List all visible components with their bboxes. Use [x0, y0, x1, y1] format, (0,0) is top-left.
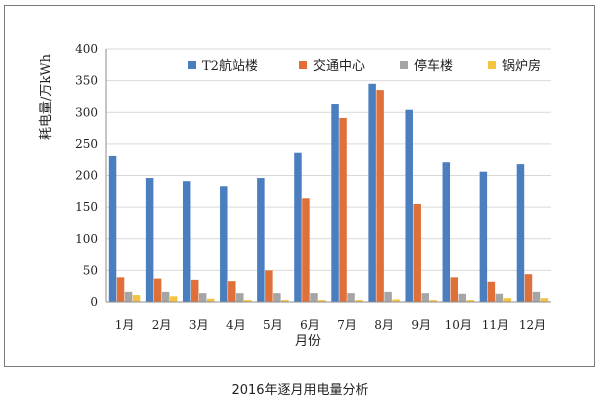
bar [302, 198, 310, 302]
bar [442, 162, 451, 302]
legend-swatch [488, 61, 496, 69]
bar [466, 300, 475, 302]
x-tick-label: 9月 [411, 318, 431, 332]
bars [108, 83, 549, 302]
y-tick-label: 200 [75, 169, 98, 183]
x-tick-label: 12月 [519, 318, 546, 332]
bar [124, 291, 133, 302]
y-tick-label: 250 [75, 137, 98, 151]
bar [265, 270, 273, 302]
y-tick-label: 50 [83, 263, 98, 277]
x-tick-label: 8月 [374, 318, 394, 332]
bar [273, 293, 281, 302]
legend: T2航站楼 交通中心 停车楼 锅炉房 [188, 58, 541, 74]
bar [479, 171, 488, 302]
bar [206, 298, 215, 302]
x-tick-label: 10月 [445, 318, 472, 332]
bar [169, 296, 178, 302]
legend-label: 交通中心 [313, 58, 365, 74]
y-tick-label: 350 [75, 74, 98, 88]
bar [145, 178, 154, 302]
bar [376, 90, 384, 302]
x-axis-title: 月份 [295, 334, 321, 349]
legend-swatch [299, 61, 307, 69]
bar [368, 83, 376, 302]
bar [392, 299, 400, 302]
bar [244, 300, 252, 302]
bar [540, 298, 549, 302]
bar [190, 279, 199, 302]
bar [281, 300, 289, 302]
bar [198, 293, 207, 302]
y-tick-label: 100 [75, 232, 98, 246]
x-tick-label: 5月 [263, 318, 283, 332]
x-tick-label: 11月 [482, 318, 509, 332]
bar [355, 300, 363, 302]
legend-swatch [400, 61, 408, 69]
bar [310, 293, 318, 302]
bar [458, 293, 467, 302]
y-tick-label: 400 [75, 42, 98, 56]
figure-caption: 2016年逐月用电量分析 [231, 383, 369, 398]
legend-label: 停车楼 [414, 58, 453, 74]
x-tick-label: 4月 [226, 318, 246, 332]
x-tick-label: 1月 [115, 318, 135, 332]
bar [132, 295, 141, 302]
legend-label: T2航站楼 [202, 58, 258, 74]
bar [429, 300, 437, 302]
bar [405, 109, 413, 302]
bar [228, 281, 236, 302]
legend-label: 锅炉房 [502, 58, 541, 74]
x-tick-label: 3月 [189, 318, 209, 332]
bar [236, 293, 244, 302]
bar [257, 178, 265, 302]
y-tick-label: 150 [75, 200, 98, 214]
bar [182, 181, 191, 302]
bar [487, 281, 496, 302]
x-tick-label: 2月 [152, 318, 172, 332]
bar [524, 274, 533, 302]
legend-swatch [188, 61, 196, 69]
bar [318, 300, 326, 302]
x-tick-label: 7月 [337, 318, 357, 332]
y-tick-label: 300 [75, 105, 98, 119]
y-tick-label: 0 [90, 295, 98, 309]
bar [503, 298, 512, 302]
axes: 0 50 100 150 200 250 300 350 400 1月 2月 3月 4月 5月 6月 7月 8月… [75, 42, 551, 332]
bar [495, 293, 504, 302]
bar [339, 117, 347, 302]
x-tick-label: 6月 [300, 318, 320, 332]
bar [421, 293, 429, 302]
bar [413, 203, 421, 302]
bar [161, 291, 170, 302]
bar [294, 152, 302, 302]
bar [220, 186, 228, 302]
bar [153, 278, 162, 302]
bar [108, 155, 117, 302]
y-axis-title: 耗电量/万kWh [39, 53, 54, 140]
bar [384, 291, 392, 302]
bar [347, 293, 355, 302]
bar [516, 164, 525, 302]
bar [450, 277, 459, 302]
bar [331, 104, 339, 302]
bar [532, 291, 541, 302]
bar [116, 277, 125, 302]
gridlines [106, 48, 551, 271]
